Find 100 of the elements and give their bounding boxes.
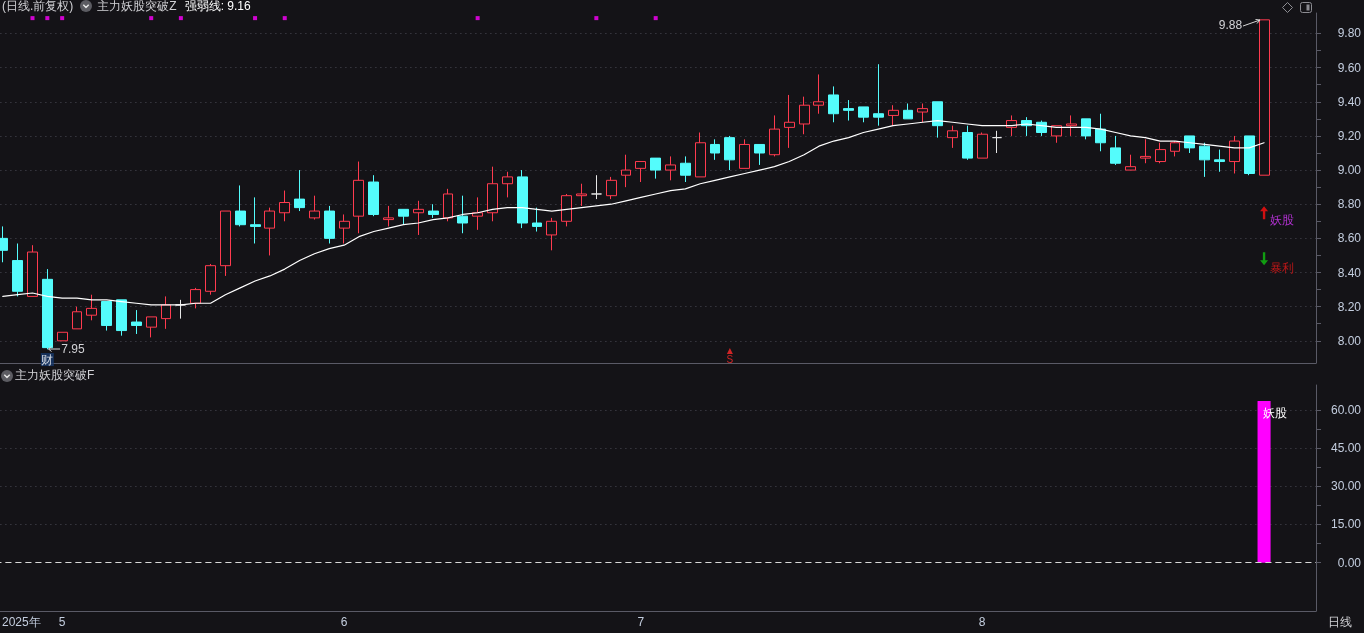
annotation: 7.95 [61, 342, 86, 357]
point [653, 16, 658, 21]
candlestick [1199, 142, 1210, 178]
candlestick [353, 161, 364, 234]
candlestick [116, 299, 127, 337]
candlestick [932, 101, 943, 139]
annotation: 9.88 [1218, 17, 1243, 32]
candlestick [324, 205, 335, 244]
candlestick [205, 263, 216, 296]
y-tick-label: 45.00 [1330, 441, 1362, 456]
candlestick [1170, 140, 1180, 157]
point [282, 16, 287, 21]
candlestick [279, 190, 290, 222]
candlestick [769, 114, 780, 157]
point [30, 16, 35, 21]
candlestick [606, 176, 617, 200]
data-label: S [726, 353, 734, 365]
candlestick [1140, 138, 1151, 164]
candlestick [680, 155, 691, 183]
candlestick [1110, 135, 1121, 166]
candlestick [220, 210, 231, 277]
candlestick [27, 244, 38, 297]
candlestick [888, 104, 899, 127]
y-tick-label: 9.40 [1337, 94, 1362, 109]
candlestick [368, 174, 379, 217]
point [178, 16, 183, 21]
y-tick-label: 9.60 [1337, 60, 1362, 75]
y-tick-label: 0.00 [1337, 555, 1362, 570]
candlestick [977, 132, 988, 159]
candlestick [1066, 114, 1077, 137]
candlestick [903, 102, 913, 120]
line-series [2, 119, 1265, 306]
y-tick-label: 15.00 [1330, 517, 1362, 532]
candlestick [858, 106, 869, 123]
candlestick [724, 135, 735, 171]
candlestick [1244, 135, 1255, 176]
point [60, 16, 65, 21]
y-tick-label: 8.60 [1337, 231, 1362, 246]
candlestick [339, 213, 350, 244]
candlestick [561, 193, 572, 227]
chart-subtitle: 主力妖股突破Z [97, 0, 177, 13]
candlestick [532, 207, 542, 233]
candlestick [101, 301, 112, 332]
text: 日线 [1328, 615, 1352, 629]
candlestick [947, 125, 958, 149]
candlestick [843, 99, 854, 122]
candlestick [739, 138, 750, 169]
chart-title: (日线.前复权) [2, 0, 74, 13]
candlestick [413, 200, 424, 236]
candlestick [962, 125, 973, 161]
y-tick-label: 8.00 [1337, 333, 1362, 348]
candlestick [383, 205, 394, 227]
y-tick-label: 8.80 [1337, 197, 1362, 212]
candlestick [784, 94, 795, 149]
candlestick [190, 287, 201, 309]
candlestick [1214, 149, 1225, 173]
candlestick [309, 195, 320, 221]
candlestick [1125, 154, 1136, 171]
y-tick-label: 8.20 [1337, 299, 1362, 314]
point [726, 348, 733, 355]
candlestick [1184, 135, 1195, 154]
candlestick [264, 207, 275, 256]
data-label: 财 [41, 352, 54, 367]
candlestick [12, 242, 23, 297]
candlestick [472, 196, 483, 231]
data-label: 暴利 [1270, 260, 1295, 275]
candlestick [131, 309, 142, 335]
candlestick [443, 188, 453, 222]
candlestick [591, 174, 602, 200]
point [253, 16, 258, 21]
candlestick [457, 195, 468, 234]
x-axis-title: 2025年 [2, 615, 41, 629]
candlestick [294, 169, 305, 212]
candlestick [621, 154, 631, 188]
candlestick [873, 63, 884, 127]
candlestick [695, 132, 706, 178]
candlestick [710, 138, 720, 161]
candlestick [665, 155, 676, 181]
x-tick-label: 8 [978, 615, 986, 629]
candlestick [502, 171, 513, 198]
candlestick [1081, 118, 1091, 140]
candlestick [828, 85, 839, 123]
text: 强弱线: 9.16 [184, 0, 252, 13]
y-tick-label: 9.20 [1337, 128, 1362, 143]
data-label: 妖股 [1270, 212, 1295, 227]
chart-title: 主力妖股突破F [15, 368, 95, 382]
point [45, 16, 50, 21]
x-tick-label: 5 [58, 615, 66, 629]
point [594, 16, 599, 21]
candlestick [635, 161, 646, 183]
candlestick [146, 316, 157, 338]
candlestick [754, 143, 765, 166]
y-tick-label: 9.80 [1337, 26, 1362, 41]
x-tick-label: 6 [340, 615, 348, 629]
candlestick [546, 217, 557, 251]
candlestick [42, 268, 53, 350]
candlestick [86, 294, 97, 321]
point [475, 16, 480, 21]
candlestick [235, 184, 246, 227]
candlestick [1229, 135, 1240, 174]
